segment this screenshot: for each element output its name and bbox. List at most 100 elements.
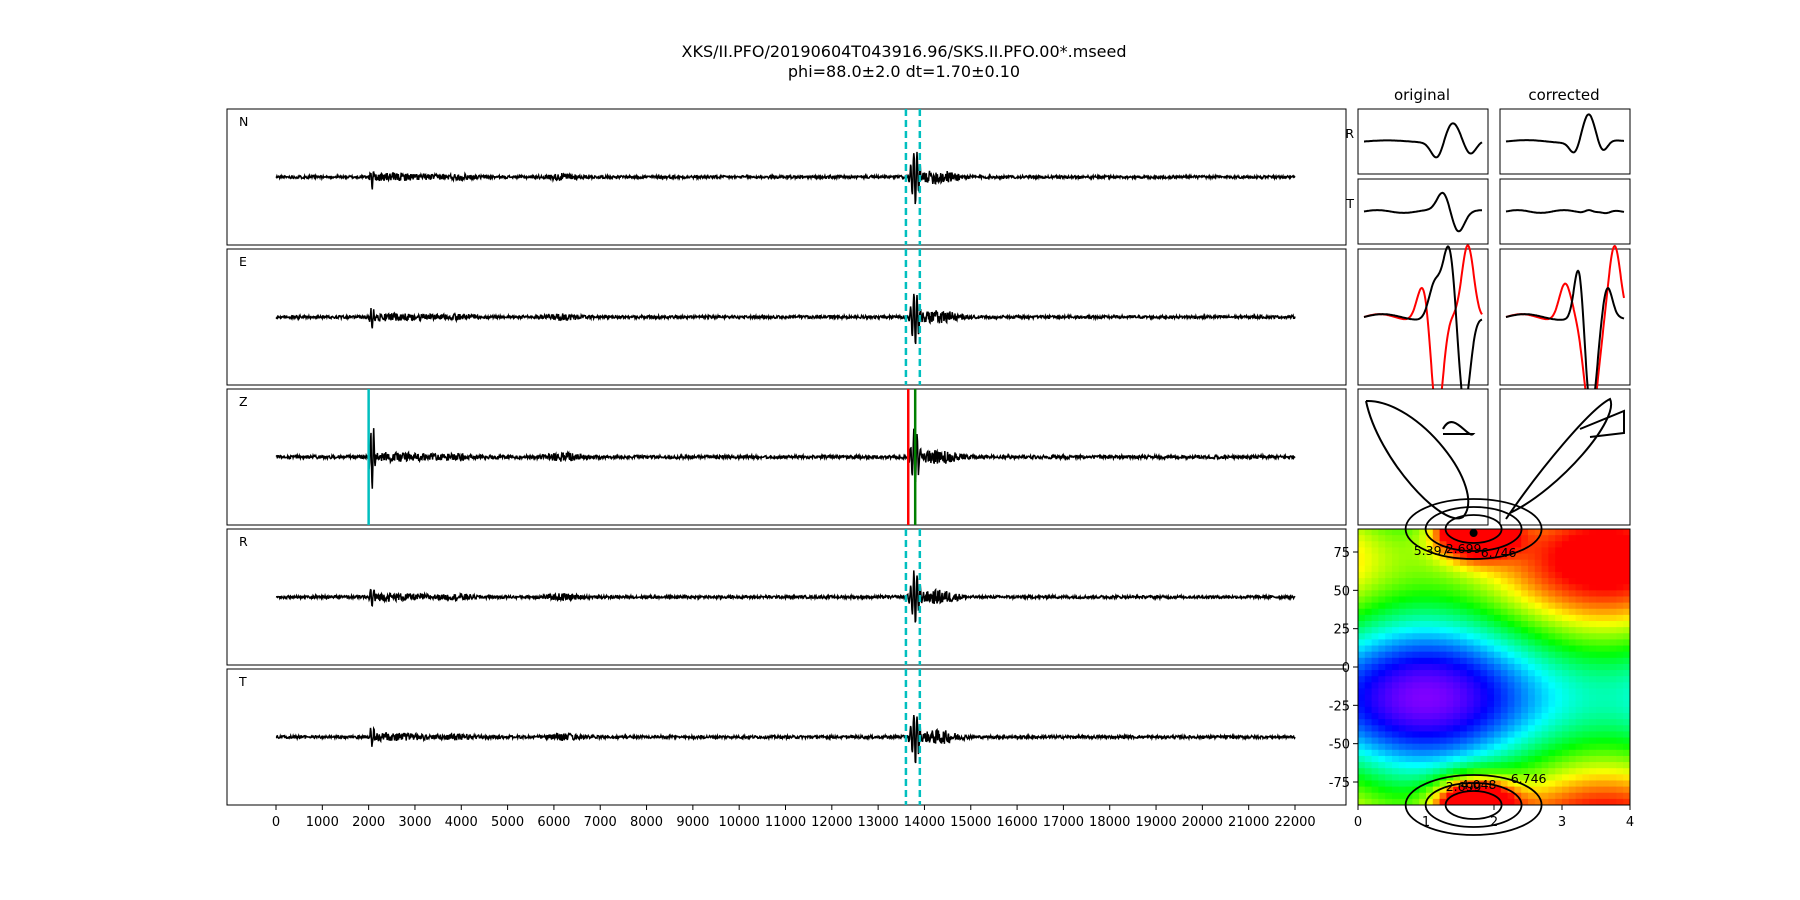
heatmap-cell (1609, 774, 1617, 781)
heatmap-cell (1616, 529, 1624, 536)
heatmap-cell (1378, 633, 1386, 640)
heatmap-cell (1405, 559, 1413, 567)
heatmap-cell (1575, 535, 1583, 542)
heatmap-cell (1582, 541, 1590, 548)
heatmap-cell (1582, 639, 1590, 647)
heatmap-cell (1548, 614, 1556, 622)
heatmap-cell (1562, 565, 1570, 573)
heatmap-cell (1541, 713, 1549, 720)
heatmap-cell (1398, 755, 1407, 763)
heatmap-cell (1371, 651, 1379, 659)
heatmap-cell (1419, 670, 1427, 677)
heatmap-cell (1616, 559, 1624, 567)
heatmap-cell (1582, 700, 1590, 708)
heatmap-cell (1548, 571, 1556, 579)
heatmap-cell (1426, 584, 1434, 591)
heatmap-cell (1426, 774, 1434, 781)
heatmap-cell (1575, 571, 1583, 579)
heatmap-cell (1555, 755, 1563, 763)
heatmap-cell (1575, 798, 1583, 806)
heatmap-cell (1575, 743, 1583, 751)
heatmap-cell (1602, 633, 1611, 640)
x-tick-label: 13000 (857, 815, 898, 830)
heatmap-cell (1507, 731, 1515, 739)
heatmap-cell (1398, 529, 1407, 536)
heatmap-cell (1623, 553, 1631, 561)
heatmap-cell (1562, 682, 1570, 689)
heatmap-cell (1426, 553, 1434, 561)
heatmap-cell (1562, 743, 1570, 751)
heatmap-cell (1616, 694, 1624, 702)
heatmap-cell (1521, 749, 1529, 757)
heatmap-cell (1426, 614, 1434, 622)
heatmap-cell (1487, 553, 1495, 561)
heatmap-cell (1507, 571, 1515, 579)
heatmap-cell (1412, 670, 1420, 677)
heatmap-cell (1405, 633, 1413, 640)
heatmap-cell (1521, 584, 1529, 591)
heatmap-cell (1364, 608, 1373, 616)
heatmap-cell (1507, 706, 1515, 714)
heatmap-cell (1548, 688, 1556, 696)
heatmap-cell (1534, 553, 1543, 561)
heatmap-cell (1446, 571, 1454, 579)
heatmap-cell (1602, 639, 1611, 647)
heatmap-cell (1405, 713, 1413, 720)
heatmap-cell (1514, 713, 1522, 720)
heatmap-cell (1398, 621, 1407, 628)
heatmap-cell (1460, 627, 1468, 634)
heatmap-cell (1446, 559, 1454, 567)
heatmap-cell (1392, 639, 1400, 647)
heatmap-cell (1609, 725, 1617, 732)
heatmap-cell (1521, 713, 1529, 720)
heatmap-cell (1453, 755, 1461, 763)
heatmap-cell (1616, 602, 1624, 610)
heatmap-cell (1494, 541, 1502, 548)
heatmap-cell (1548, 719, 1556, 726)
heatmap-cell (1439, 596, 1447, 604)
heatmap-cell (1500, 657, 1509, 665)
heatmap-cell (1521, 559, 1529, 567)
heatmap-cell (1575, 706, 1583, 714)
heatmap-cell (1589, 737, 1597, 745)
heatmap-cell (1466, 694, 1475, 702)
heatmap-cell (1616, 663, 1624, 671)
heatmap-cell (1541, 633, 1549, 640)
heatmap-cell (1358, 547, 1366, 555)
heatmap-cell (1398, 584, 1407, 591)
heatmap-cell (1534, 700, 1543, 708)
heatmap-cell (1446, 731, 1454, 739)
heatmap-cell (1405, 700, 1413, 708)
heatmap-cell (1494, 713, 1502, 720)
heatmap-cell (1534, 682, 1543, 689)
heatmap-cell (1541, 682, 1549, 689)
heatmap-cell (1548, 663, 1556, 671)
heatmap-cell (1589, 627, 1597, 634)
heatmap-cell (1385, 590, 1393, 597)
heatmap-cell (1494, 571, 1502, 579)
heatmap-cell (1392, 749, 1400, 757)
heatmap-cell (1528, 571, 1536, 579)
heatmap-cell (1419, 596, 1427, 604)
heatmap-cell (1568, 614, 1577, 622)
heatmap-cell (1616, 798, 1624, 806)
heatmap-cell (1602, 541, 1611, 548)
heatmap-cell (1623, 700, 1631, 708)
heatmap-cell (1548, 774, 1556, 781)
heatmap-cell (1371, 719, 1379, 726)
heatmap-cell (1555, 670, 1563, 677)
heatmap-cell (1575, 621, 1583, 628)
heatmap-cell (1412, 565, 1420, 573)
heatmap-cell (1371, 529, 1379, 536)
heatmap-cell (1460, 755, 1468, 763)
heatmap-cell (1528, 608, 1536, 616)
heatmap-cell (1480, 621, 1488, 628)
heatmap-cell (1623, 639, 1631, 647)
heatmap-cell (1378, 627, 1386, 634)
heatmap-cell (1487, 755, 1495, 763)
heatmap-cell (1562, 670, 1570, 677)
heatmap-cell (1371, 547, 1379, 555)
heatmap-cell (1473, 774, 1481, 781)
heatmap-cell (1412, 559, 1420, 567)
heatmap-cell (1494, 743, 1502, 751)
